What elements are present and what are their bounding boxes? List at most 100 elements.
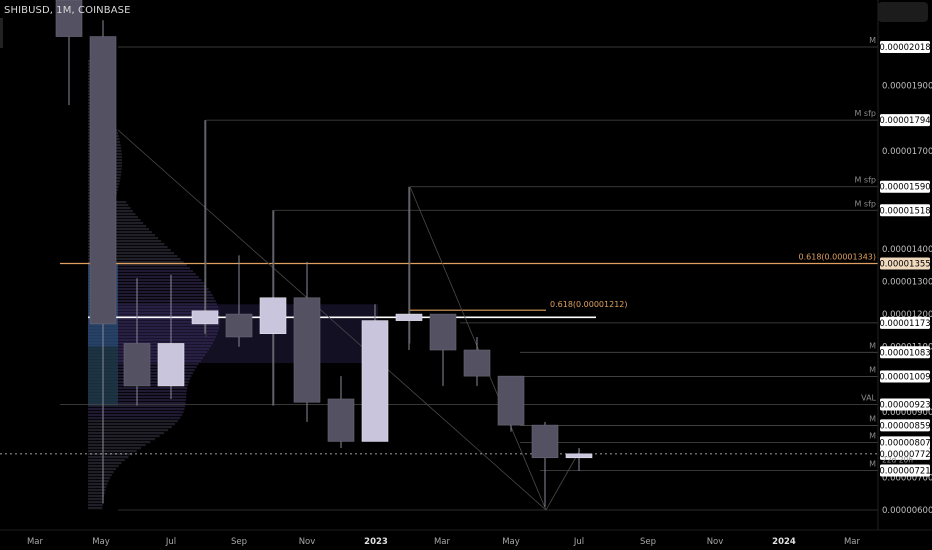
volume-profile-bar xyxy=(88,414,183,417)
price-tick-label: 0.00001300 xyxy=(882,277,932,287)
volume-profile-bar xyxy=(88,333,218,336)
candle-body[interactable] xyxy=(531,424,559,459)
candle-body[interactable] xyxy=(225,313,253,338)
level-tag: M xyxy=(869,365,876,374)
price-badge-label: 0.00001083 xyxy=(879,348,930,358)
price-badge[interactable] xyxy=(880,398,930,411)
volume-profile-bar xyxy=(88,435,160,438)
trend-line xyxy=(117,129,547,511)
level-tag: M sfp xyxy=(854,176,876,185)
price-tick-label: 0.00000600 xyxy=(882,506,932,516)
candle-body[interactable] xyxy=(361,320,389,442)
price-badge[interactable] xyxy=(880,447,930,460)
level-tag: M xyxy=(869,36,876,45)
volume-profile-bar xyxy=(88,288,209,291)
price-badge[interactable] xyxy=(880,436,930,449)
volume-profile-bar xyxy=(88,318,221,321)
volume-profile-bar xyxy=(88,321,220,324)
time-tick-label: Sep xyxy=(640,537,656,547)
price-badge-label: 0.00002018 xyxy=(879,43,930,53)
time-tick-label: May xyxy=(92,537,110,547)
volume-profile-bar xyxy=(88,267,190,270)
price-badge-label: 0.00001355 xyxy=(879,259,930,269)
price-badge[interactable] xyxy=(880,316,930,329)
time-axis[interactable]: Mar May Jul Sep Nov 2023 Mar May Jul Sep Nov 2024 Ma… xyxy=(0,529,932,547)
volume-profile-bar xyxy=(88,324,220,327)
volume-profile-bar xyxy=(88,264,187,267)
volume-profile-bar xyxy=(88,234,155,237)
trend-line xyxy=(409,186,547,511)
price-badge[interactable] xyxy=(880,204,930,217)
candle-body[interactable] xyxy=(259,297,287,334)
volume-profile-bar xyxy=(88,468,117,471)
volume-profile-bar xyxy=(88,507,103,510)
time-tick-label: Mar xyxy=(844,537,861,547)
volume-profile-bar xyxy=(88,225,147,228)
time-tick-label: Nov xyxy=(707,537,724,547)
price-badge-label: 0.00001590 xyxy=(879,183,930,193)
volume-profile-bar xyxy=(88,459,125,462)
time-tick-label: Jul xyxy=(573,537,584,547)
volume-profile-bar xyxy=(88,303,218,306)
time-tick-label: 2024 xyxy=(772,537,796,547)
volume-profile-bar xyxy=(88,456,129,459)
volume-profile-bar xyxy=(88,444,146,447)
volume-profile-bar xyxy=(88,294,213,297)
price-tick-label: 0.00000700 xyxy=(882,473,932,483)
volume-profile-bar xyxy=(88,495,105,498)
candle-body[interactable] xyxy=(89,36,117,325)
trend-line xyxy=(545,449,581,511)
price-tick-label: 0.00001200 xyxy=(882,310,932,320)
price-tick-label: 0.00000900 xyxy=(882,408,932,418)
price-tick-label: 0.00001400 xyxy=(882,245,932,255)
level-tag: M xyxy=(869,341,876,350)
candle-body[interactable] xyxy=(55,0,83,37)
time-tick-label: 2023 xyxy=(364,537,388,547)
price-badge[interactable] xyxy=(880,114,930,127)
price-badge[interactable] xyxy=(880,257,930,270)
candle-body[interactable] xyxy=(395,313,423,321)
candle-body[interactable] xyxy=(293,297,321,403)
volume-profile-bar xyxy=(88,462,122,465)
price-badge[interactable] xyxy=(880,180,930,193)
trend-lines xyxy=(117,129,581,511)
fib-label: 0.618(0.00001212) xyxy=(550,300,628,309)
volume-profile-bar xyxy=(88,438,156,441)
price-badge-label: 0.00000721 xyxy=(879,466,930,476)
price-scale-corner[interactable] xyxy=(878,2,928,22)
time-tick-label: May xyxy=(502,537,520,547)
candle-body[interactable] xyxy=(463,349,491,377)
candle-body[interactable] xyxy=(191,310,219,325)
symbol-title[interactable]: SHIBUSD, 1M, COINBASE xyxy=(4,5,131,16)
volume-profile-bar xyxy=(88,450,137,453)
candle-body[interactable] xyxy=(429,313,457,351)
price-badge[interactable] xyxy=(880,370,930,383)
price-badge[interactable] xyxy=(880,419,930,432)
volume-profile-bar xyxy=(88,480,109,483)
price-badge[interactable] xyxy=(880,464,930,477)
time-tick-label: Mar xyxy=(27,537,44,547)
price-badge[interactable] xyxy=(880,346,930,359)
volume-profile-bar xyxy=(88,426,172,429)
volume-profile-bar xyxy=(88,489,106,492)
volume-profile-bar xyxy=(88,327,219,330)
candle-body[interactable] xyxy=(327,398,355,442)
volume-profile-bar xyxy=(88,258,181,261)
volume-profile-bar xyxy=(88,273,196,276)
volume-profile-bar xyxy=(88,342,213,345)
price-badge-label: 0.00001009 xyxy=(879,372,930,382)
volume-profile-bar xyxy=(88,231,152,234)
volume-profile-bar xyxy=(88,249,171,252)
volume-profile-bar xyxy=(88,279,202,282)
volume-profile-bar xyxy=(88,243,165,246)
price-badge[interactable] xyxy=(880,41,930,53)
candle-body[interactable] xyxy=(497,375,525,426)
candle-body[interactable] xyxy=(565,453,593,459)
price-axis[interactable]: 0.00001900 0.00001700 0.00001400 0.00001300… xyxy=(877,0,932,530)
candle-body[interactable] xyxy=(123,343,151,387)
price-badge-label: 0.00000772 xyxy=(879,450,930,460)
candles[interactable] xyxy=(55,0,593,507)
candle-body[interactable] xyxy=(157,343,185,387)
